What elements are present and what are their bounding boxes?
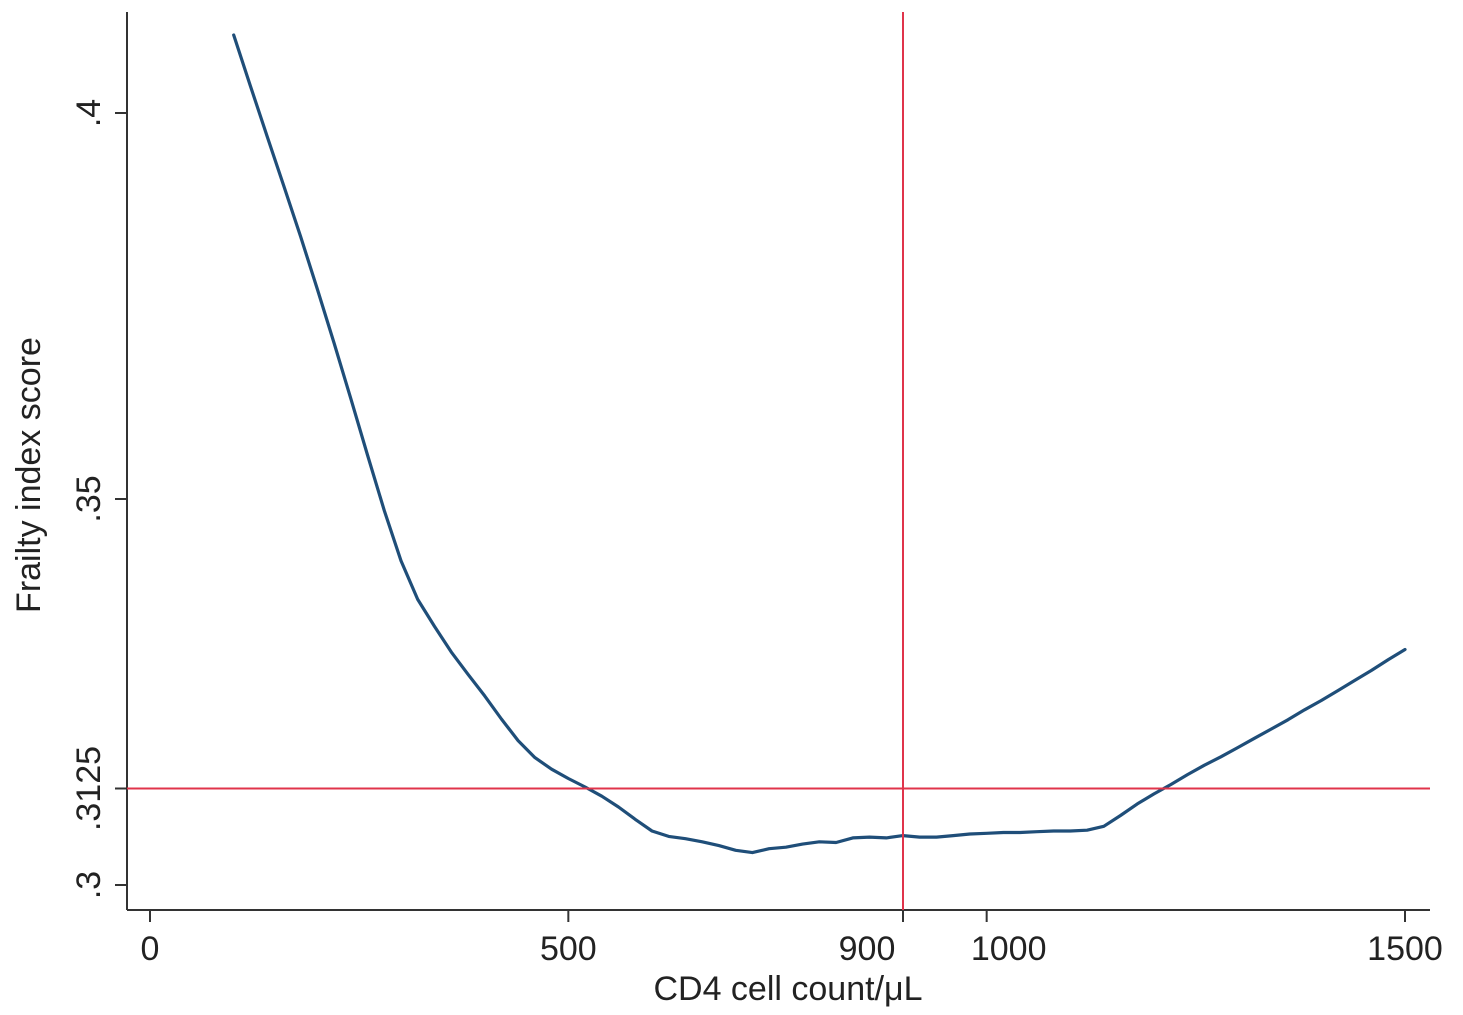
x-tick-label-900: 900 bbox=[839, 930, 896, 968]
y-tick-label-.35: .35 bbox=[70, 475, 108, 522]
x-tick-label-1000: 1000 bbox=[971, 930, 1047, 968]
x-axis-title: CD4 cell count/μL bbox=[653, 970, 922, 1008]
y-tick-label-.3125: .3125 bbox=[70, 746, 108, 831]
series-layer bbox=[234, 35, 1406, 853]
x-tick-label-500: 500 bbox=[540, 930, 597, 968]
ticks-layer: 0 500 900 1000 1500 .3 .3125 .35 .4 bbox=[70, 99, 1443, 968]
x-tick-label-1500: 1500 bbox=[1367, 930, 1443, 968]
y-axis-title: Frailty index score bbox=[10, 337, 48, 613]
axes-layer bbox=[127, 12, 1430, 910]
x-tick-label-0: 0 bbox=[141, 930, 160, 968]
reference-lines-layer bbox=[127, 12, 1430, 910]
series-line-1 bbox=[234, 35, 1405, 853]
y-tick-label-.3: .3 bbox=[70, 871, 108, 899]
y-tick-label-.4: .4 bbox=[70, 99, 108, 127]
